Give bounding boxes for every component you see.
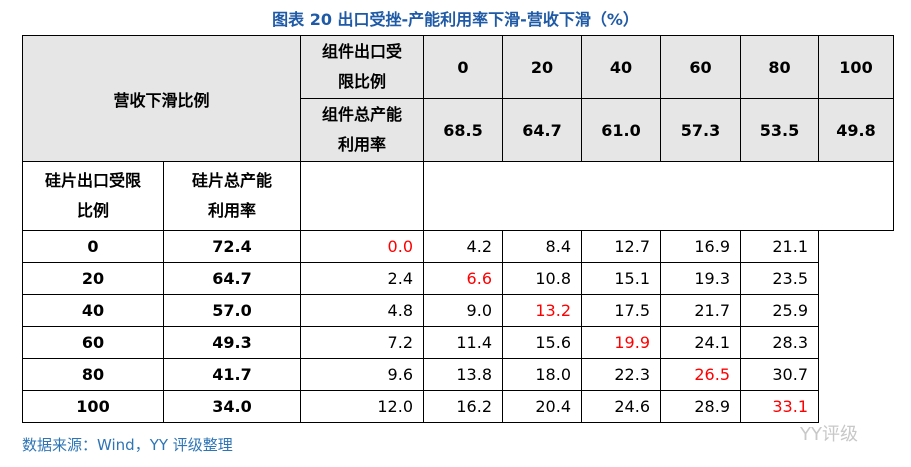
row-limit: 80 bbox=[22, 358, 164, 391]
value-cell: 17.5 bbox=[581, 294, 661, 327]
header-value: 80 bbox=[740, 35, 819, 99]
header-cell: 硅片出口受限比例 bbox=[22, 161, 164, 231]
wafer-util-label: 硅片总产能利用率 bbox=[191, 171, 272, 220]
value-cell: 15.1 bbox=[581, 262, 661, 295]
value-cell: 7.2 bbox=[300, 326, 424, 359]
value-cell: 19.9 bbox=[581, 326, 661, 359]
data-row: 100 34.0 12.0 16.2 20.4 24.6 28.9 33.1 bbox=[22, 390, 894, 423]
row-limit: 60 bbox=[22, 326, 164, 359]
corner-label: 营收下滑比例 bbox=[113, 90, 210, 110]
header-value: 100 bbox=[818, 35, 894, 99]
module-util-label: 组件总产能利用率 bbox=[321, 105, 402, 154]
data-row: 20 64.7 2.4 6.6 10.8 15.1 19.3 23.5 bbox=[22, 262, 894, 295]
watermark: YY评级 bbox=[800, 424, 858, 445]
value-cell: 26.5 bbox=[660, 358, 741, 391]
value-cell: 21.1 bbox=[740, 230, 819, 263]
value-cell: 12.0 bbox=[300, 390, 424, 423]
value-cell: 2.4 bbox=[300, 262, 424, 295]
value-cell: 21.7 bbox=[660, 294, 741, 327]
value-cell: 33.1 bbox=[740, 390, 819, 423]
header-value: 60 bbox=[660, 35, 741, 99]
row-util: 64.7 bbox=[163, 262, 301, 295]
header-row: 硅片出口受限比例 硅片总产能利用率 bbox=[22, 161, 894, 231]
empty-cell bbox=[423, 161, 894, 231]
data-row: 40 57.0 4.8 9.0 13.2 17.5 21.7 25.9 bbox=[22, 294, 894, 327]
value-cell: 20.4 bbox=[502, 390, 582, 423]
value-cell: 16.2 bbox=[423, 390, 503, 423]
value-cell: 28.3 bbox=[740, 326, 819, 359]
row-util: 49.3 bbox=[163, 326, 301, 359]
row-util: 34.0 bbox=[163, 390, 301, 423]
value-cell: 16.9 bbox=[660, 230, 741, 263]
header-cell: 硅片总产能利用率 bbox=[163, 161, 301, 231]
value-cell: 6.6 bbox=[423, 262, 503, 295]
data-row: 80 41.7 9.6 13.8 18.0 22.3 26.5 30.7 bbox=[22, 358, 894, 391]
corner-cell: 营收下滑比例 bbox=[22, 35, 301, 162]
value-cell: 9.6 bbox=[300, 358, 424, 391]
row-limit: 100 bbox=[22, 390, 164, 423]
value-cell: 10.8 bbox=[502, 262, 582, 295]
module-limit-label: 组件出口受限比例 bbox=[321, 42, 402, 91]
header-value: 40 bbox=[581, 35, 661, 99]
row-util: 41.7 bbox=[163, 358, 301, 391]
title: 图表 20 出口受挫-产能利用率下滑-营收下滑（%） bbox=[272, 10, 639, 29]
row-limit: 20 bbox=[22, 262, 164, 295]
row-util: 72.4 bbox=[163, 230, 301, 263]
data-row: 0 72.4 0.0 4.2 8.4 12.7 16.9 21.1 bbox=[22, 230, 894, 263]
value-cell: 19.3 bbox=[660, 262, 741, 295]
header-row: 营收下滑比例 组件出口受限比例 0 20 40 60 80 100 bbox=[22, 35, 894, 162]
value-cell: 15.6 bbox=[502, 326, 582, 359]
value-cell: 24.6 bbox=[581, 390, 661, 423]
header-value: 53.5 bbox=[740, 98, 819, 162]
header-value: 49.8 bbox=[818, 98, 894, 162]
empty-cell bbox=[300, 161, 424, 231]
header-value: 57.3 bbox=[660, 98, 741, 162]
header-value: 64.7 bbox=[502, 98, 582, 162]
value-cell: 25.9 bbox=[740, 294, 819, 327]
value-cell: 22.3 bbox=[581, 358, 661, 391]
header-row: 组件总产能利用率 68.5 64.7 61.0 57.3 53.5 49.8 bbox=[23, 98, 894, 162]
value-cell: 12.7 bbox=[581, 230, 661, 263]
header-cell: 组件总产能利用率 bbox=[300, 98, 424, 162]
value-cell: 13.2 bbox=[502, 294, 582, 327]
source-note: 数据来源：Wind，YY 评级整理 bbox=[22, 436, 233, 454]
value-cell: 8.4 bbox=[502, 230, 582, 263]
value-cell: 24.1 bbox=[660, 326, 741, 359]
header-cell: 组件出口受限比例 bbox=[300, 35, 424, 99]
value-cell: 11.4 bbox=[423, 326, 503, 359]
value-cell: 28.9 bbox=[660, 390, 741, 423]
value-cell: 0.0 bbox=[300, 230, 424, 263]
row-limit: 0 bbox=[22, 230, 164, 263]
value-cell: 4.2 bbox=[423, 230, 503, 263]
data-row: 60 49.3 7.2 11.4 15.6 19.9 24.1 28.3 bbox=[22, 326, 894, 359]
value-cell: 4.8 bbox=[300, 294, 424, 327]
header-value: 0 bbox=[423, 35, 503, 99]
value-cell: 13.8 bbox=[423, 358, 503, 391]
table: 营收下滑比例 组件出口受限比例 0 20 40 60 80 100 组件总产能利用率 68… bbox=[22, 35, 894, 423]
value-cell: 30.7 bbox=[740, 358, 819, 391]
row-util: 57.0 bbox=[163, 294, 301, 327]
value-cell: 23.5 bbox=[740, 262, 819, 295]
row-limit: 40 bbox=[22, 294, 164, 327]
header-value: 20 bbox=[502, 35, 582, 99]
wafer-limit-label: 硅片出口受限比例 bbox=[44, 171, 141, 220]
header-value: 68.5 bbox=[423, 98, 503, 162]
value-cell: 18.0 bbox=[502, 358, 582, 391]
value-cell: 9.0 bbox=[423, 294, 503, 327]
header-value: 61.0 bbox=[581, 98, 661, 162]
